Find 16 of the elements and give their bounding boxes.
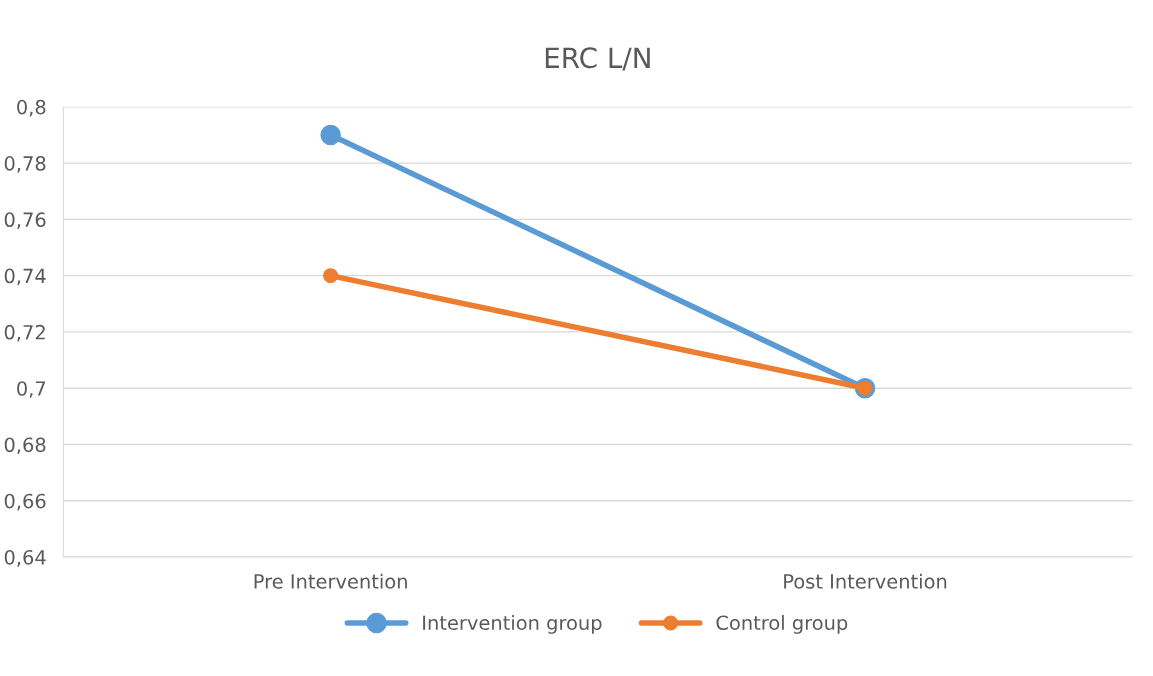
y-tick-label: 0,76 bbox=[4, 212, 46, 230]
y-tick-label: 0,72 bbox=[4, 324, 45, 342]
y-tick-label: 0,78 bbox=[4, 156, 46, 173]
point bbox=[323, 268, 339, 284]
x-tick-label: Post Intervention bbox=[784, 573, 947, 589]
y-tick-label: 0,68 bbox=[4, 437, 46, 455]
y-tick-label: 0,66 bbox=[4, 493, 46, 511]
y-tick-label: 0,7 bbox=[17, 381, 46, 398]
y-tick-label: 0,64 bbox=[4, 549, 46, 567]
x-tick-label: Pre Intervention bbox=[254, 573, 407, 589]
y-tick-label: 0,8 bbox=[17, 99, 46, 117]
point bbox=[320, 124, 341, 146]
chart-title: ERC L/N bbox=[545, 47, 650, 71]
y-tick-label: 0,74 bbox=[4, 268, 46, 286]
legend-label: Control group bbox=[716, 615, 848, 634]
legend-label: Intervention group bbox=[423, 615, 602, 634]
